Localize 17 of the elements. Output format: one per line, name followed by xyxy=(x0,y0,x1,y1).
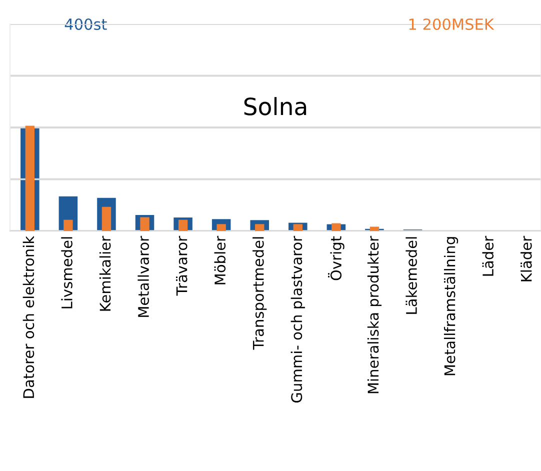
y2-tick-label: 1 200MSEK xyxy=(409,18,494,30)
x-tick-label: Metallframställning xyxy=(444,237,458,376)
text: Solna xyxy=(244,97,306,116)
x-tick-label: Livsmedel xyxy=(61,237,72,308)
x-tick-label: Läkemedel xyxy=(406,237,417,314)
x-tick-label: Metallvaror xyxy=(138,236,149,317)
x-tick-label: Gummi- och plastvaror xyxy=(290,236,305,402)
x-tick-label: Övrigt xyxy=(328,236,344,280)
x-tick-label: Transportmedel xyxy=(252,237,267,350)
y-tick-label: 400st xyxy=(64,18,107,30)
x-tick-label: Läder xyxy=(482,236,494,276)
x-tick-label: Trävaror xyxy=(176,236,188,296)
x-tick-label: Kläder xyxy=(520,236,532,282)
x-tick-label: Möbler xyxy=(214,236,226,284)
x-tick-label: Mineraliska produkter xyxy=(367,236,382,394)
x-tick-label: Kemikalier xyxy=(99,236,111,311)
x-tick-label: Datorer och elektronik xyxy=(22,236,34,398)
